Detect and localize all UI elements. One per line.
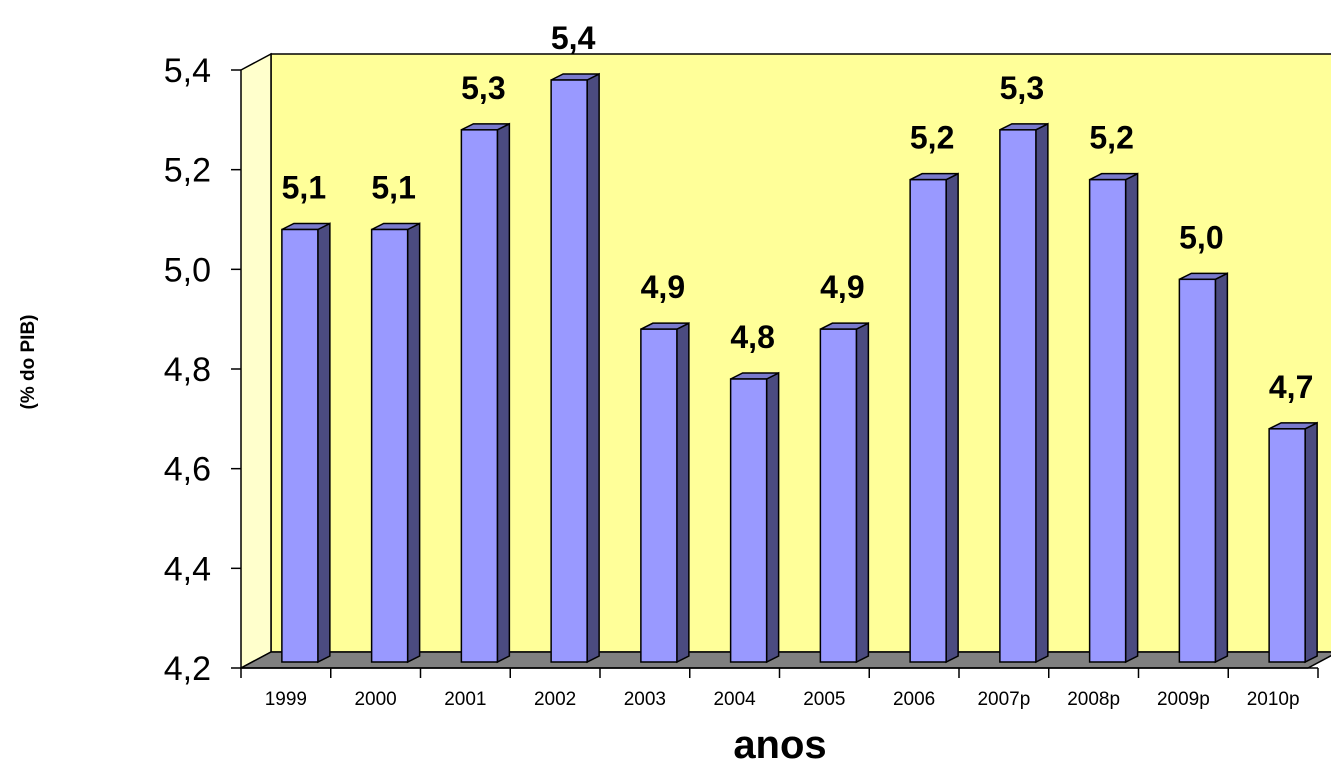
x-tick-label: 2003 (624, 689, 666, 710)
data-label: 5,2 (910, 120, 954, 156)
y-tick-label: 4,8 (164, 351, 211, 389)
x-axis-title: anos (733, 723, 826, 760)
x-tick-label: 2005 (803, 689, 845, 710)
data-label: 5,1 (371, 170, 415, 206)
bar-side (945, 172, 959, 664)
bar-side (317, 222, 331, 664)
y-axis-title: (% do PIB) (18, 315, 39, 410)
data-label: 5,1 (282, 170, 326, 206)
bar: 4,9 (819, 269, 870, 664)
x-axis: 1999 2000 2001 2002 2003 2004 2005 2006 2007p 200… (240, 667, 1319, 710)
side-wall (240, 52, 272, 670)
x-tick-label: 2004 (713, 689, 756, 710)
bar: 5,1 (281, 170, 331, 664)
bar-side (765, 371, 780, 664)
x-tick-label: 2010p (1247, 689, 1300, 710)
bar: 4,7 (1268, 369, 1318, 664)
bar-series: 5,1 5,1 5,3 5,4 4,9 4,8 4,9 5,2 5,3 5,2 5,0 4,7 (281, 20, 1318, 664)
bar-side (406, 222, 421, 664)
x-tick-label: 2000 (354, 689, 396, 710)
back-wall (270, 53, 1331, 653)
bar-front (1268, 428, 1306, 663)
bar: 5,0 (1178, 219, 1229, 664)
bar-side (1035, 122, 1049, 664)
bar-front (281, 228, 319, 663)
y-tick-label: 4,4 (164, 550, 211, 588)
x-tick-label: 2002 (534, 689, 576, 710)
bar: 5,1 (370, 170, 421, 664)
bar-front (909, 178, 947, 663)
x-tick-label: 2008p (1067, 689, 1120, 710)
bar-front (550, 79, 588, 663)
bar-side (855, 321, 870, 664)
bar-front (370, 228, 409, 663)
bar: 5,2 (1088, 120, 1139, 664)
x-tick-label: 2009p (1157, 689, 1210, 710)
x-tick-label: 1999 (265, 689, 307, 710)
bar-side (496, 122, 511, 664)
data-label: 5,3 (461, 70, 505, 106)
bar: 4,8 (729, 319, 780, 664)
data-label: 4,8 (730, 319, 774, 355)
bar-side (1304, 421, 1318, 664)
bar: 5,3 (999, 70, 1049, 664)
bar-front (1178, 278, 1217, 663)
bar: 4,9 (640, 269, 690, 664)
bar-side (586, 72, 600, 664)
bar: 5,2 (909, 120, 959, 664)
y-tick-label: 5,2 (164, 152, 211, 190)
y-tick-label: 4,6 (164, 451, 211, 489)
x-tick-label: 2001 (444, 689, 486, 710)
data-label: 5,4 (551, 20, 596, 56)
data-label: 5,0 (1179, 219, 1223, 255)
bar-front (999, 129, 1037, 663)
bar: 5,3 (460, 70, 511, 664)
data-label: 4,9 (820, 269, 864, 305)
y-tick-label: 4,2 (164, 650, 211, 688)
data-label: 4,9 (641, 269, 685, 305)
bar: 5,4 (550, 20, 600, 664)
data-label: 5,3 (1000, 70, 1044, 106)
bar-front (460, 129, 499, 663)
bar-front (1088, 178, 1127, 663)
bar-side (676, 321, 690, 664)
bar-front (819, 328, 858, 663)
data-label: 4,7 (1269, 369, 1313, 405)
x-tick-label: 2006 (893, 689, 935, 710)
chart-walls (240, 52, 1331, 670)
data-label: 5,2 (1089, 120, 1133, 156)
bar-side (1124, 172, 1139, 664)
bar-side (1214, 272, 1229, 664)
y-tick-label: 5,4 (164, 52, 211, 90)
y-axis-ticks: 4,2 4,4 4,6 4,8 5,0 5,2 5,4 (164, 52, 241, 688)
bar-front (729, 378, 768, 663)
x-tick-label: 2007p (977, 689, 1030, 710)
bar-front (640, 328, 678, 663)
y-tick-label: 5,0 (164, 251, 211, 289)
